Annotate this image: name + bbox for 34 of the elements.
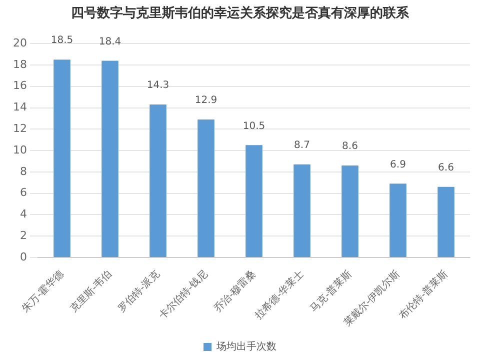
data-label: 18.5 bbox=[50, 35, 74, 46]
y-tick-label: 2 bbox=[20, 228, 27, 242]
y-tick-label: 8 bbox=[20, 164, 27, 178]
chart-title: 四号数字与克里斯韦伯的幸运关系探究是否真有深厚的联系 bbox=[71, 5, 410, 22]
y-tick-label: 16 bbox=[12, 79, 27, 92]
data-label: 8.7 bbox=[294, 140, 310, 152]
y-tick-label: 6 bbox=[20, 186, 27, 200]
y-tick-label: 12 bbox=[12, 122, 27, 136]
data-label: 8.6 bbox=[342, 141, 358, 152]
bar bbox=[246, 145, 262, 257]
bar bbox=[150, 104, 166, 257]
y-tick-label: 14 bbox=[12, 100, 27, 114]
legend-label: 场均出手次数 bbox=[216, 340, 276, 353]
x-tick-label: 罗伯特-派克 bbox=[116, 268, 162, 315]
bar bbox=[102, 60, 118, 257]
y-tick-label: 0 bbox=[20, 250, 27, 264]
y-tick-label: 10 bbox=[12, 143, 27, 156]
y-tick-label: 4 bbox=[20, 208, 27, 221]
data-label: 10.5 bbox=[242, 120, 266, 132]
y-tick-label: 20 bbox=[12, 36, 27, 50]
data-label: 14.3 bbox=[146, 80, 170, 92]
x-tick-label: 克里斯-韦伯 bbox=[68, 268, 114, 315]
bar bbox=[198, 120, 214, 257]
data-label: 6.9 bbox=[390, 159, 406, 170]
bar bbox=[54, 60, 70, 257]
bar bbox=[342, 166, 358, 257]
data-label: 6.6 bbox=[438, 162, 454, 174]
y-tick-label: 18 bbox=[12, 58, 27, 71]
bar bbox=[438, 186, 454, 257]
x-tick-label: 朱万-霍华德 bbox=[20, 268, 66, 315]
data-label: 12.9 bbox=[194, 95, 218, 106]
data-label: 18.4 bbox=[98, 36, 122, 48]
bar bbox=[294, 164, 310, 257]
bar bbox=[390, 184, 406, 257]
